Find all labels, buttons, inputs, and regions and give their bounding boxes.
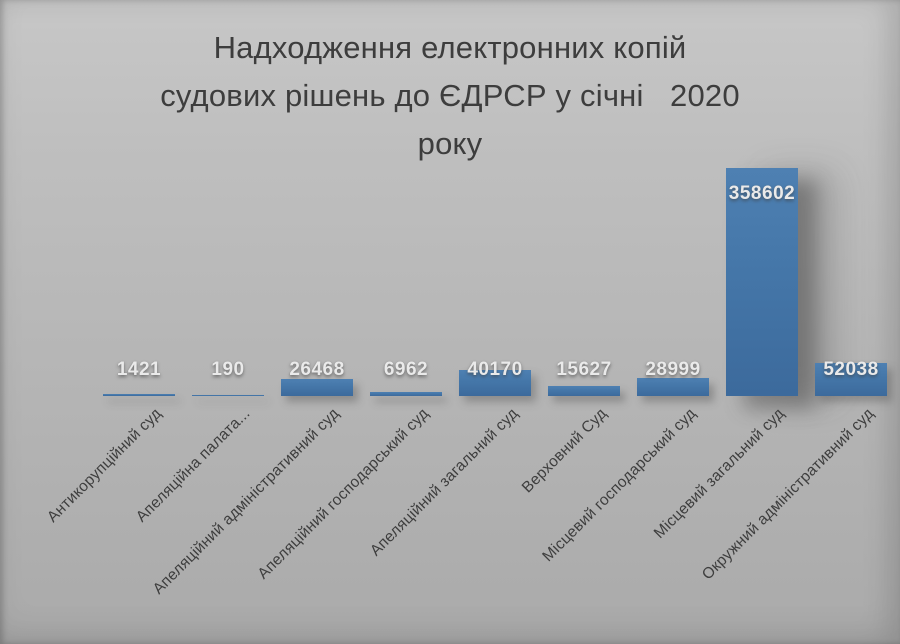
- bar-value-label: 15627: [556, 359, 612, 380]
- bar-value-label: 358602: [728, 183, 796, 204]
- chart-title-line-1: Надходження електронних копій: [213, 30, 687, 65]
- bar: [548, 386, 620, 396]
- bar: [459, 370, 531, 396]
- bar: [281, 379, 353, 396]
- bar-value-label: 28999: [645, 359, 701, 380]
- bar-value-label: 52038: [823, 359, 879, 380]
- bar-value-label: 40170: [467, 359, 523, 380]
- bar-value-label: 190: [211, 359, 245, 380]
- chart-title-line-2: судових рішень до ЄДРСР у січні 2020: [160, 78, 740, 113]
- bar: [103, 393, 175, 396]
- category-label-text: Апеляційний адміністративний суд: [150, 405, 344, 598]
- category-label-text: Місцевий господарський суд: [538, 405, 700, 566]
- bar: [192, 394, 264, 396]
- category-label-text: Окружний адміністративний суд: [698, 405, 878, 584]
- bar: [637, 377, 709, 396]
- bar: [815, 362, 887, 396]
- category-label-text: Верховний Суд: [518, 405, 611, 497]
- category-label-text: Апеляційний загальний суд: [366, 405, 522, 560]
- bar: [370, 391, 442, 396]
- chart-title: Надходження електронних копій судових рі…: [0, 24, 900, 168]
- bar-value-label: 1421: [116, 359, 162, 380]
- category-label-text: Апеляційний господарський суд: [254, 405, 433, 583]
- category-axis: Антикорупційний суд Апеляційна палата... А…: [0, 396, 900, 644]
- bar: [726, 168, 798, 396]
- chart-title-line-3: року: [417, 126, 483, 161]
- bar-value-label: 26468: [289, 359, 345, 380]
- bar-value-label: 6962: [383, 359, 429, 380]
- plot-area: 1421 190 26468 6962 40170 15627 28999 358602 520…: [103, 168, 887, 396]
